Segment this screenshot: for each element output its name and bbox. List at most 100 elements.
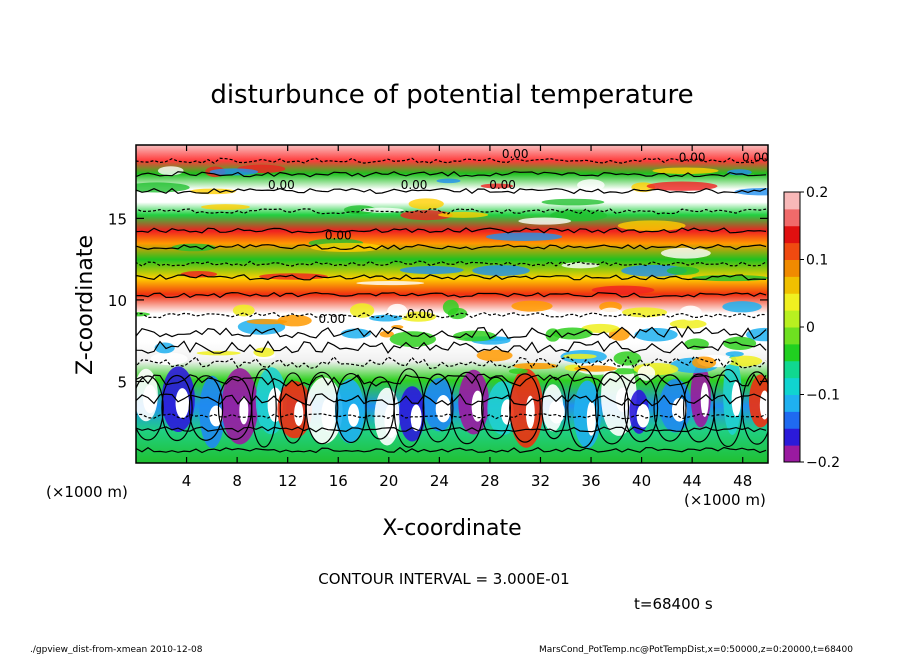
- contour-line: [161, 374, 193, 442]
- heatmap-cell: [525, 395, 535, 429]
- contour-line: [188, 375, 224, 441]
- contour-label: 0.00: [407, 307, 434, 321]
- colorbar-tick-label: −0.2: [806, 455, 840, 471]
- heatmap-cell: [179, 310, 195, 315]
- x-tick-label: 4: [182, 472, 192, 490]
- heatmap-cell: [136, 312, 150, 317]
- x-tick-label: 12: [278, 472, 297, 490]
- colorbar-segment: [784, 192, 800, 210]
- x-tick-label: 28: [480, 472, 499, 490]
- contour-line: [136, 446, 767, 454]
- heatmap-cell: [389, 331, 437, 347]
- colorbar-tick-label: 0.2: [806, 185, 828, 201]
- heatmap-cell: [180, 271, 218, 278]
- contour-line: [136, 260, 767, 267]
- y-axis: 5 10 15: [108, 210, 768, 391]
- contour-line: [136, 426, 767, 433]
- heatmap-cell: [147, 193, 179, 198]
- heatmap-cell: [518, 217, 572, 225]
- heatmap-cell: [321, 397, 336, 432]
- colorbar-segment: [784, 343, 800, 362]
- colorbar-segment: [784, 360, 800, 379]
- contour-line: [393, 368, 425, 448]
- heatmap-cell: [508, 368, 528, 375]
- heatmap-cell: [577, 179, 605, 191]
- colorbar-segment: [784, 377, 800, 395]
- heatmap-cell: [622, 307, 668, 318]
- colorbar: 0.2 0.1 0 −0.1 −0.2: [783, 185, 840, 471]
- colorbar-segment: [784, 259, 800, 277]
- heatmap-cell: [408, 198, 444, 210]
- heatmap-cell: [246, 319, 288, 325]
- heatmap-cell: [472, 265, 530, 276]
- contour-line: [305, 371, 339, 445]
- heatmap-cell: [436, 178, 461, 184]
- colorbar-tick-label: 0.1: [806, 253, 828, 269]
- x-tick-label: 20: [379, 472, 398, 490]
- colorbar-segment: [784, 445, 800, 463]
- contour-line: [653, 374, 687, 442]
- heatmap-cell: [349, 303, 375, 318]
- heatmap-cell: [652, 167, 719, 175]
- plot-area: [136, 145, 768, 463]
- footer-right: MarsCond_PotTemp.nc@PotTempDist,x=0:5000…: [539, 645, 853, 654]
- heatmap-cell: [201, 204, 250, 210]
- contour-label: 0.00: [268, 178, 295, 192]
- colorbar-segment: [784, 394, 800, 412]
- contour-line: [136, 243, 767, 251]
- contour-line: [480, 376, 512, 440]
- colorbar-segment: [784, 310, 800, 328]
- heatmap-cell: [136, 182, 190, 193]
- heatmap-cell: [725, 351, 744, 357]
- heatmap-cell: [746, 327, 768, 342]
- heatmap-cell: [150, 352, 188, 366]
- contour-label: 0.00: [401, 178, 428, 192]
- contour-line: [567, 367, 599, 449]
- contour-line: [136, 157, 767, 164]
- heatmap-cell: [541, 198, 605, 206]
- heatmap-cell: [561, 262, 600, 269]
- heatmap-cell: [617, 220, 686, 232]
- colorbar-segment: [784, 225, 800, 244]
- time-label: t=68400 s: [634, 595, 713, 613]
- contour-interval: CONTOUR INTERVAL = 3.000E-01: [318, 570, 569, 588]
- heatmap-cell: [154, 342, 175, 354]
- chart-title: disturbunce of potential temperature: [210, 80, 693, 110]
- y-axis-label: Z-coordinate: [73, 235, 98, 375]
- heatmap-cell: [485, 232, 563, 241]
- heatmap-cell: [660, 247, 711, 259]
- colorbar-segment: [784, 242, 800, 260]
- heatmap-cell: [476, 349, 513, 362]
- heatmap-cell: [646, 181, 718, 191]
- heatmap-cell: [435, 395, 451, 423]
- x-tick-label: 40: [632, 472, 651, 490]
- contour-line: [136, 274, 767, 281]
- contour-line: [541, 376, 567, 440]
- plot-frame: [135, 144, 769, 464]
- x-tick-label: 8: [232, 472, 242, 490]
- heatmap-cell: [369, 314, 403, 322]
- contour-line: [136, 325, 767, 340]
- contour-line: [136, 171, 767, 178]
- heatmap-cell: [591, 285, 655, 295]
- contour-label: 0.00: [502, 147, 529, 161]
- heatmap-cell: [613, 351, 642, 366]
- heatmap-cell: [731, 381, 742, 417]
- contour-label: 0.00: [679, 150, 706, 164]
- heatmap-cell: [726, 355, 763, 367]
- colorbar-segment: [784, 327, 800, 345]
- heatmap-cell: [310, 242, 383, 252]
- x-tick-label: 32: [531, 472, 550, 490]
- contour-line: [136, 227, 767, 234]
- heatmap-cell: [548, 400, 565, 424]
- heatmap-cell: [232, 304, 255, 317]
- heatmap-cell: [294, 401, 304, 426]
- heatmap-cell: [700, 382, 709, 417]
- heatmap-cell: [356, 281, 425, 286]
- x-tick-label: 48: [733, 472, 752, 490]
- colorbar-segment: [784, 293, 800, 311]
- heatmap-cell: [636, 403, 650, 428]
- y-tick-label: 10: [108, 292, 127, 310]
- y-tick-label: 15: [108, 210, 127, 228]
- heatmap-cell: [480, 183, 514, 189]
